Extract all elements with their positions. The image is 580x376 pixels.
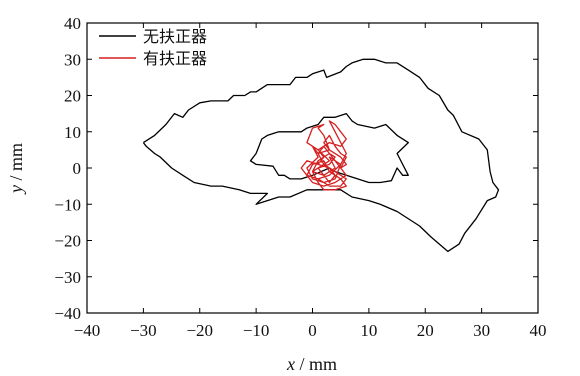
x-tick-label: 30 <box>473 321 490 340</box>
series-layer <box>142 58 500 253</box>
x-tick-label: −40 <box>74 321 101 340</box>
legend: 无扶正器 有扶正器 <box>99 27 207 68</box>
y-tick-label: −20 <box>54 232 81 251</box>
y-tick-label: 0 <box>73 159 82 178</box>
legend-label-series-2: 有扶正器 <box>143 49 207 68</box>
axis-tick-labels: −40 −30 −20 −10 0 10 20 30 40 −40 −30 −20 −10 0 10 20 30… <box>54 14 546 340</box>
x-tick-label: −10 <box>243 321 270 340</box>
axis-ticks <box>86 22 539 314</box>
y-tick-label: −40 <box>54 304 81 323</box>
y-tick-label: −10 <box>54 195 81 214</box>
y-axis-title: y / mm <box>6 143 26 195</box>
y-tick-label: 20 <box>64 87 81 106</box>
x-tick-label: −20 <box>186 321 213 340</box>
y-tick-label: 30 <box>64 50 81 69</box>
x-tick-label: 0 <box>308 321 317 340</box>
y-tick-label: 10 <box>64 123 81 142</box>
y-tick-label: −30 <box>54 268 81 287</box>
x-tick-label: 40 <box>530 321 547 340</box>
series-line-0 <box>142 58 500 253</box>
x-axis-title: x / mm <box>286 354 337 374</box>
x-tick-label: 10 <box>360 321 377 340</box>
y-tick-label: 40 <box>64 14 81 33</box>
series-line-2 <box>300 120 347 191</box>
legend-label-series-0: 无扶正器 <box>143 27 207 46</box>
series-line-1 <box>249 112 409 184</box>
x-tick-label: 20 <box>417 321 434 340</box>
x-tick-label: −30 <box>130 321 157 340</box>
